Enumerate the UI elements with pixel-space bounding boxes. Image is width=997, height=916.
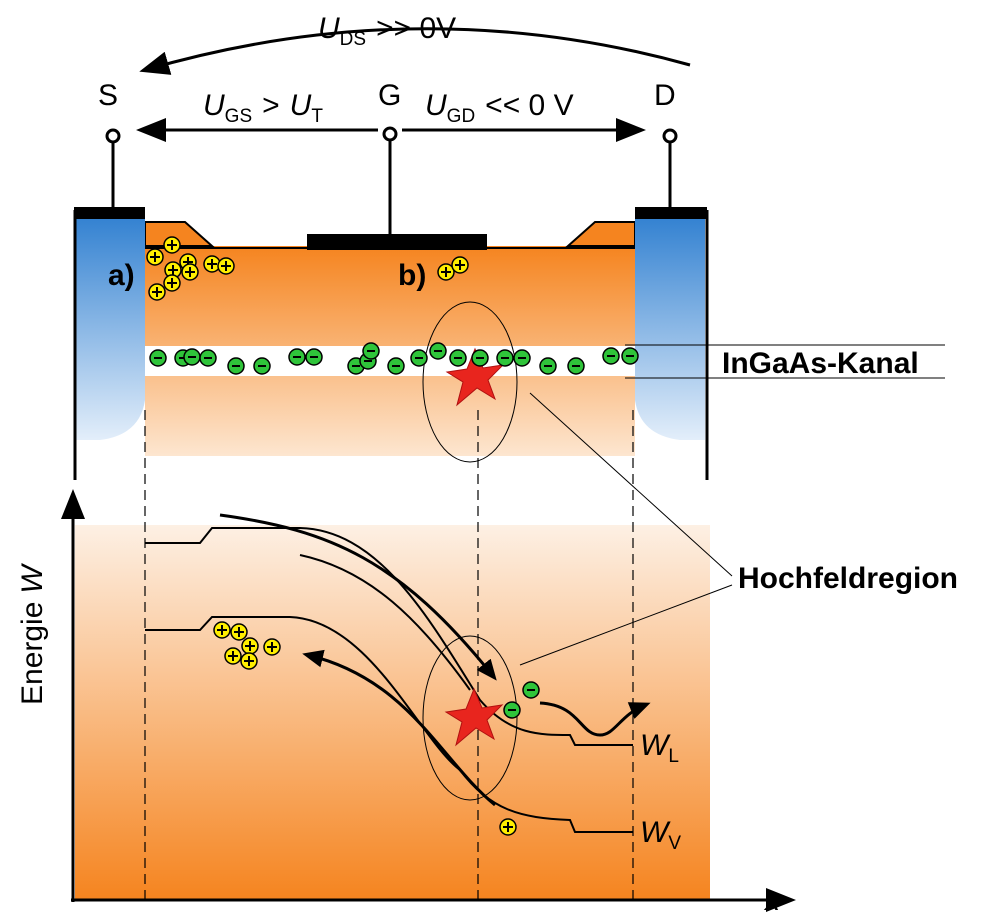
x-axis-label: x [763, 884, 781, 916]
ugd-label: UGD<< 0 V [425, 89, 574, 127]
terminal-gate: G [378, 79, 401, 112]
band-diagram [71, 410, 790, 902]
diagram: UDS>> 0V S G D UGS>UT UGD<< 0 V a) b) In… [0, 0, 997, 916]
terminal-drain: D [654, 79, 676, 112]
ugs-label: UGS>UT [203, 89, 323, 127]
y-axis-label: EnergieW [16, 563, 49, 705]
terminal-source: S [98, 79, 118, 112]
region-label: Hochfeldregion [738, 562, 958, 595]
label-b: b) [398, 259, 426, 292]
uds-label: UDS>> 0V [318, 12, 456, 50]
channel-label: InGaAs-Kanal [722, 347, 919, 380]
label-a: a) [108, 259, 135, 292]
